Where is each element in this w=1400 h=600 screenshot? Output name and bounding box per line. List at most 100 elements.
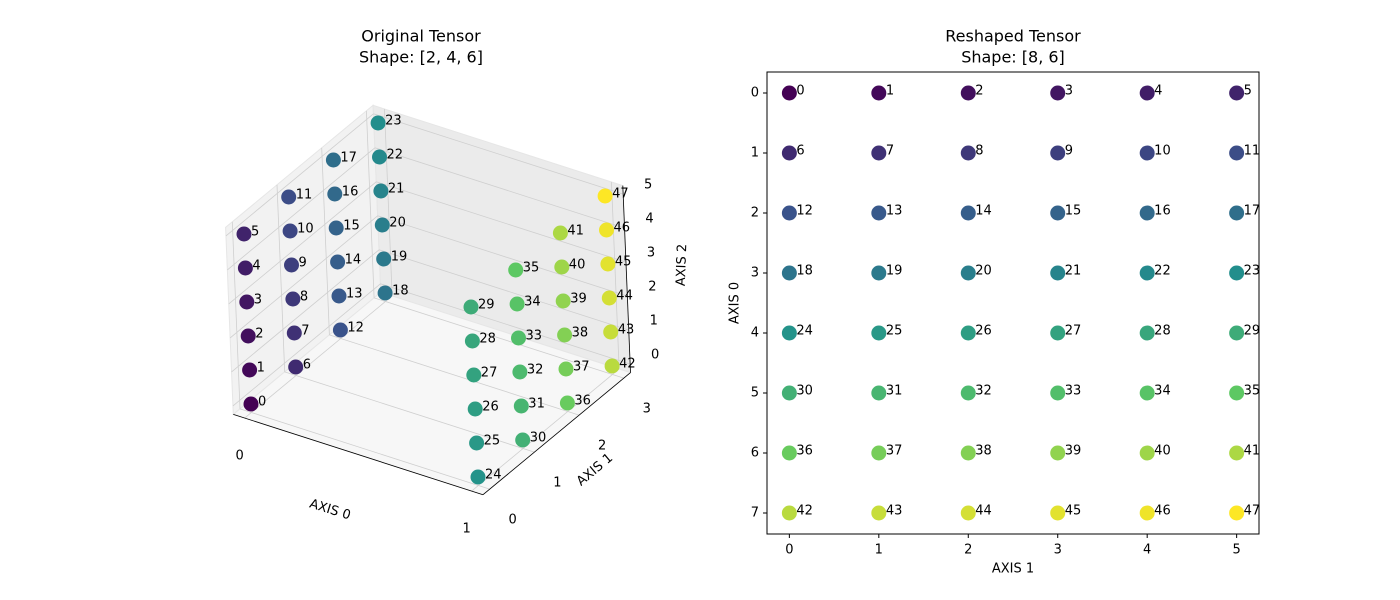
point [1050, 265, 1066, 281]
point [781, 145, 797, 161]
point [1139, 85, 1155, 101]
point-label: 31 [528, 397, 545, 412]
point [282, 223, 298, 239]
point [285, 291, 301, 307]
point-label: 33 [526, 329, 543, 344]
point-label: 38 [975, 444, 992, 459]
point-label: 36 [796, 444, 813, 459]
point [1050, 145, 1066, 161]
point [1229, 325, 1245, 341]
y-tick-label: 7 [751, 506, 759, 521]
point-label: 4 [1154, 84, 1162, 99]
point-label: 2 [975, 84, 983, 99]
point [781, 385, 797, 401]
point [597, 188, 613, 204]
point [1229, 505, 1245, 521]
point-label: 24 [485, 468, 502, 483]
point [1139, 445, 1155, 461]
point [327, 186, 343, 202]
point [1229, 385, 1245, 401]
point [1139, 265, 1155, 281]
point [1139, 325, 1155, 341]
point [511, 330, 526, 346]
point [1229, 205, 1245, 221]
x-tick-label: 2 [964, 543, 972, 558]
z-tick-label: 4 [645, 212, 653, 227]
point [239, 294, 255, 310]
point-label: 21 [388, 182, 405, 197]
point [372, 149, 387, 165]
point [960, 325, 976, 341]
point-label: 35 [523, 261, 540, 276]
point-label: 36 [574, 394, 591, 409]
point [463, 299, 479, 315]
point-label: 14 [345, 253, 362, 268]
x-tick-label: 4 [1143, 543, 1151, 558]
point-label: 8 [300, 290, 308, 305]
point-label: 27 [481, 366, 498, 381]
point [960, 445, 976, 461]
point-label: 23 [1244, 264, 1261, 279]
point-label: 14 [975, 204, 992, 219]
point [237, 260, 253, 276]
point-label: 43 [886, 504, 903, 519]
point-label: 13 [346, 287, 363, 302]
point [469, 435, 485, 451]
point-label: 20 [389, 216, 406, 231]
point-label: 38 [572, 326, 589, 341]
point-label: 25 [886, 324, 903, 339]
point [242, 362, 258, 378]
y-tick-label: 4 [751, 326, 759, 341]
y-tick-label: 3 [643, 402, 651, 417]
point-label: 16 [1154, 204, 1171, 219]
point-label: 26 [975, 324, 992, 339]
point-label: 11 [1244, 144, 1261, 159]
grid-line [231, 221, 241, 409]
point-label: 24 [796, 324, 813, 339]
point [370, 115, 386, 131]
point-label: 0 [796, 84, 804, 99]
point [513, 398, 529, 414]
point [604, 358, 620, 374]
y-tick-label: 3 [751, 266, 759, 281]
point [558, 361, 574, 377]
point [286, 325, 302, 341]
point [1050, 445, 1066, 461]
point [781, 85, 797, 101]
x-tick-label: 5 [1232, 543, 1240, 558]
point-label: 23 [385, 114, 402, 129]
grid-line [471, 368, 620, 492]
grid-line [239, 408, 490, 490]
point [871, 385, 887, 401]
point [960, 385, 976, 401]
x-tick-label: 0 [785, 543, 793, 558]
y-tick-label: 5 [751, 386, 759, 401]
z-tick-label: 2 [648, 280, 656, 295]
point [328, 220, 344, 236]
point [871, 145, 887, 161]
point [601, 290, 617, 306]
point [781, 505, 797, 521]
grid-line [329, 334, 580, 416]
point [1050, 85, 1066, 101]
y-axis-label: AXIS 1 [574, 451, 616, 490]
point [1229, 145, 1245, 161]
point [1229, 265, 1245, 281]
point-label: 42 [619, 357, 636, 372]
z-tick-label: 1 [650, 314, 658, 329]
point-label: 31 [886, 384, 903, 399]
point-label: 34 [1154, 384, 1171, 399]
y-tick-label: 1 [553, 476, 561, 491]
point [464, 333, 480, 349]
point-label: 25 [484, 434, 501, 449]
point-label: 42 [796, 504, 813, 519]
point-label: 40 [569, 258, 586, 273]
point [1139, 385, 1155, 401]
point [960, 265, 976, 281]
point-label: 47 [1244, 504, 1261, 519]
point-label: 15 [343, 219, 360, 234]
grid-line [228, 181, 377, 305]
z-tick-label: 5 [644, 178, 652, 193]
point [1229, 445, 1245, 461]
point-label: 26 [482, 400, 499, 415]
